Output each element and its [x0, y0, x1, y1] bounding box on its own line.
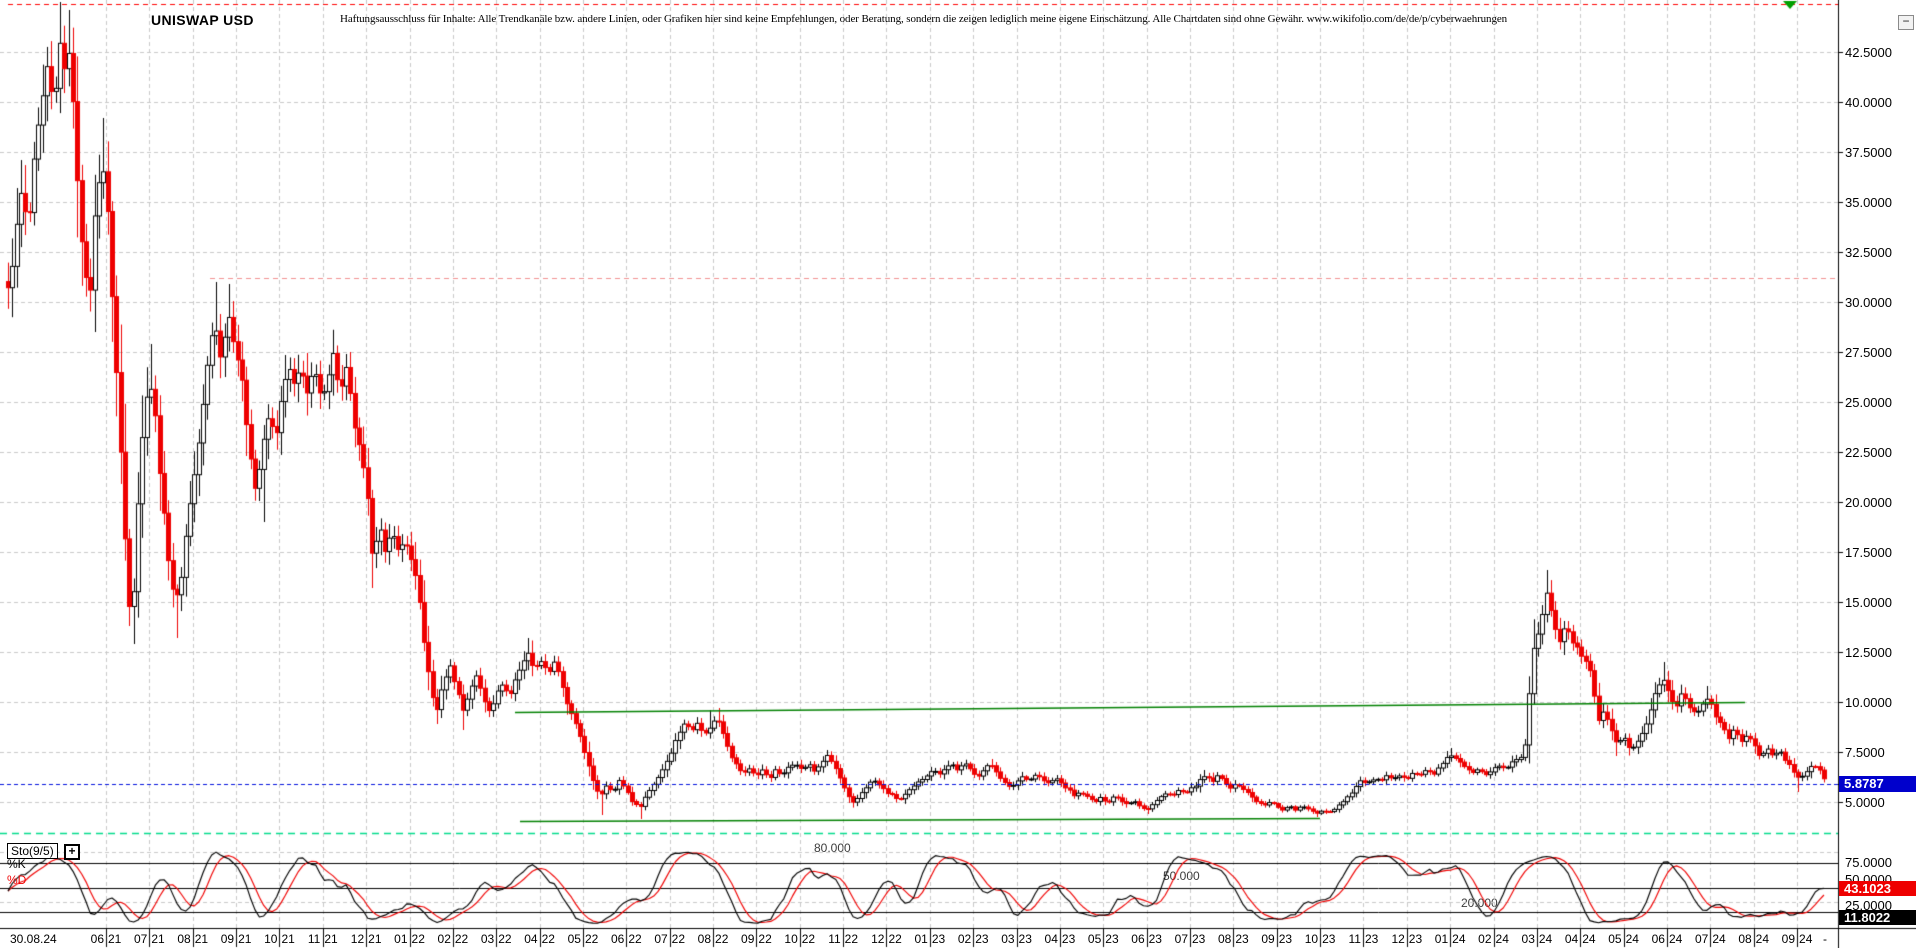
price-axis-label: 20.0000	[1845, 495, 1892, 510]
stochastic-k-value-badge: 11.8022	[1839, 910, 1916, 925]
stochastic-k-label: %K	[7, 857, 26, 871]
price-axis-label: 25.0000	[1845, 395, 1892, 410]
price-axis-label: 30.0000	[1845, 295, 1892, 310]
price-axis-label: 32.5000	[1845, 245, 1892, 260]
price-axis-label: 12.5000	[1845, 645, 1892, 660]
price-axis-label: 5.0000	[1845, 795, 1885, 810]
price-axis-label: 27.5000	[1845, 345, 1892, 360]
price-axis-label: 35.0000	[1845, 195, 1892, 210]
collapse-button[interactable]: −	[1898, 15, 1914, 30]
price-axis-label: 17.5000	[1845, 545, 1892, 560]
stochastic-axis-25: 25.0000	[1845, 898, 1892, 913]
disclaimer-text: Haftungsausschluss für Inhalte: Alle Tre…	[340, 13, 1508, 25]
stochastic-indicator-label: Sto(9/5)	[7, 843, 58, 859]
page-title: UNISWAP USD	[151, 12, 254, 28]
stochastic-d-label: %D	[7, 873, 27, 887]
price-axis-label: 42.5000	[1845, 45, 1892, 60]
stochastic-axis-75: 75.0000	[1845, 855, 1892, 870]
expand-plus-icon[interactable]: +	[64, 844, 80, 860]
price-axis-label: 10.0000	[1845, 695, 1892, 710]
current-price-badge: 5.8787	[1839, 776, 1916, 792]
price-axis-label: 37.5000	[1845, 145, 1892, 160]
price-axis-label: 15.0000	[1845, 595, 1892, 610]
price-axis-label: 40.0000	[1845, 95, 1892, 110]
price-axis-label: 22.5000	[1845, 445, 1892, 460]
stochastic-d-value-badge: 43.1023	[1839, 881, 1916, 896]
price-axis-label: 7.5000	[1845, 745, 1885, 760]
